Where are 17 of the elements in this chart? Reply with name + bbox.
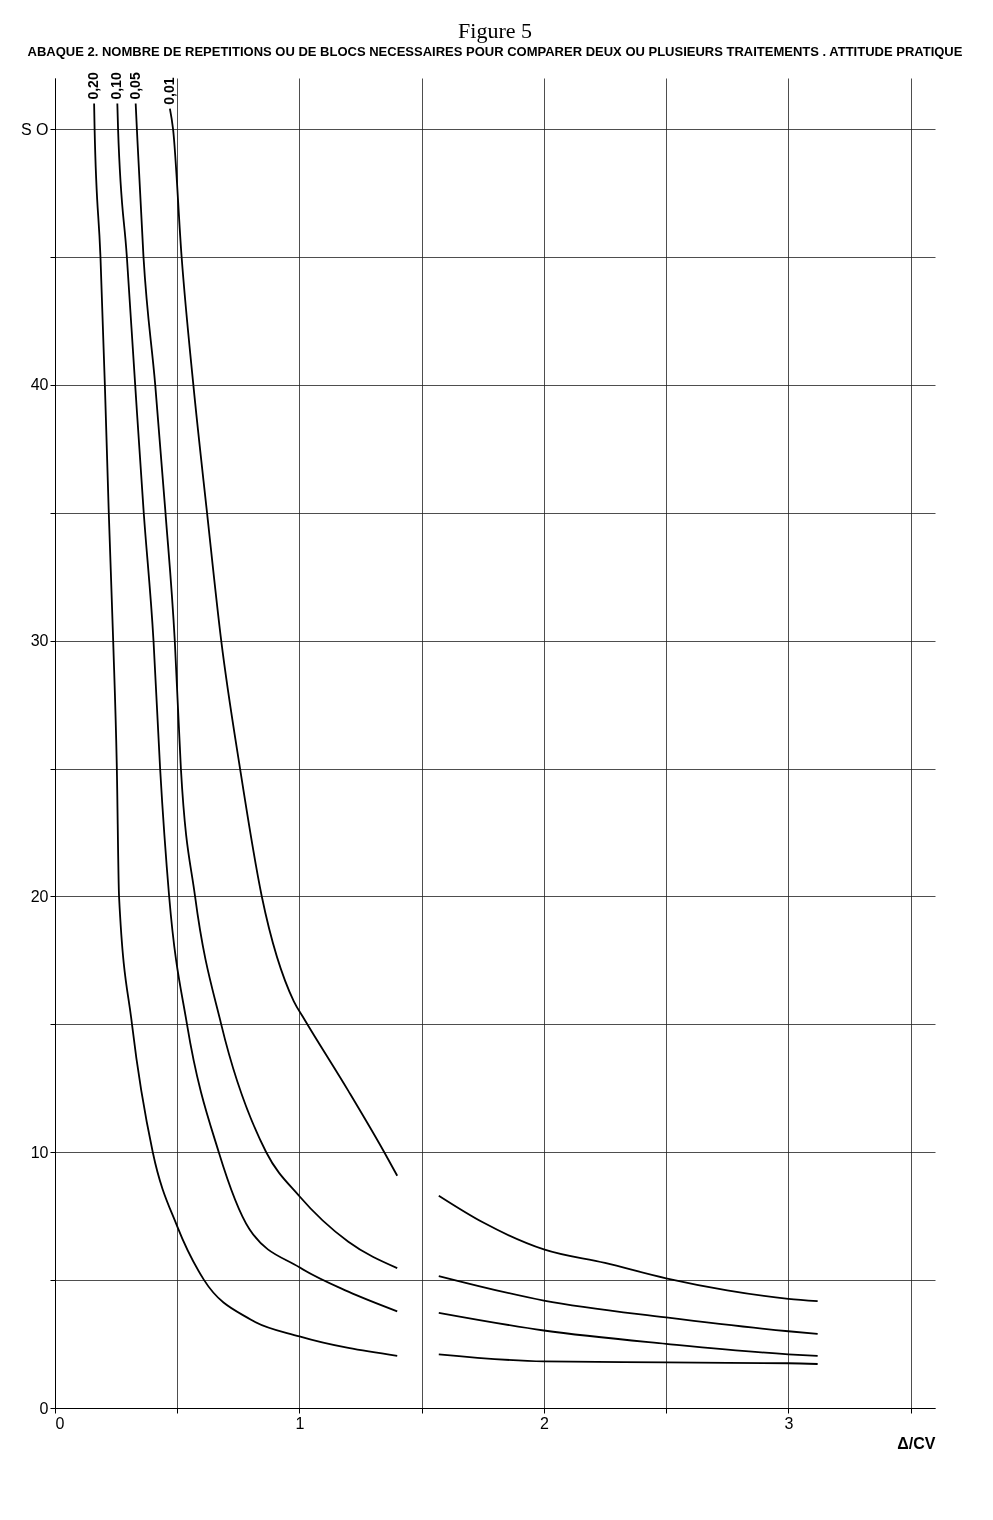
y-tick-label: 30 xyxy=(30,632,49,650)
x-tick-label: 1 xyxy=(295,1414,305,1432)
x-axis-title: Δ/CV xyxy=(897,1434,936,1452)
y-tick-label: S O xyxy=(20,120,49,138)
x-tick-label: 0 xyxy=(55,1414,65,1432)
chart-title: Figure 5 xyxy=(458,18,532,44)
text: 0,05 xyxy=(126,72,143,100)
text: 0,20 xyxy=(85,72,102,100)
y-tick-label: 40 xyxy=(30,376,49,394)
y-tick-label: 0 xyxy=(39,1399,49,1417)
chart-subtitle: ABAQUE 2. NOMBRE DE REPETITIONS OU DE BLOCS NECESSAIRES POUR COMPARER DEUX OU PLUSIEURS TRAITEMENTS . ATTITUDE PRATIQUE xyxy=(27,44,963,60)
y-tick-label: 20 xyxy=(30,887,49,905)
x-tick-label: 3 xyxy=(784,1414,794,1432)
x-tick-label: 2 xyxy=(539,1414,549,1432)
y-tick-label: 10 xyxy=(30,1143,49,1161)
text: 0,10 xyxy=(108,72,125,100)
text: 0,01 xyxy=(160,77,177,105)
